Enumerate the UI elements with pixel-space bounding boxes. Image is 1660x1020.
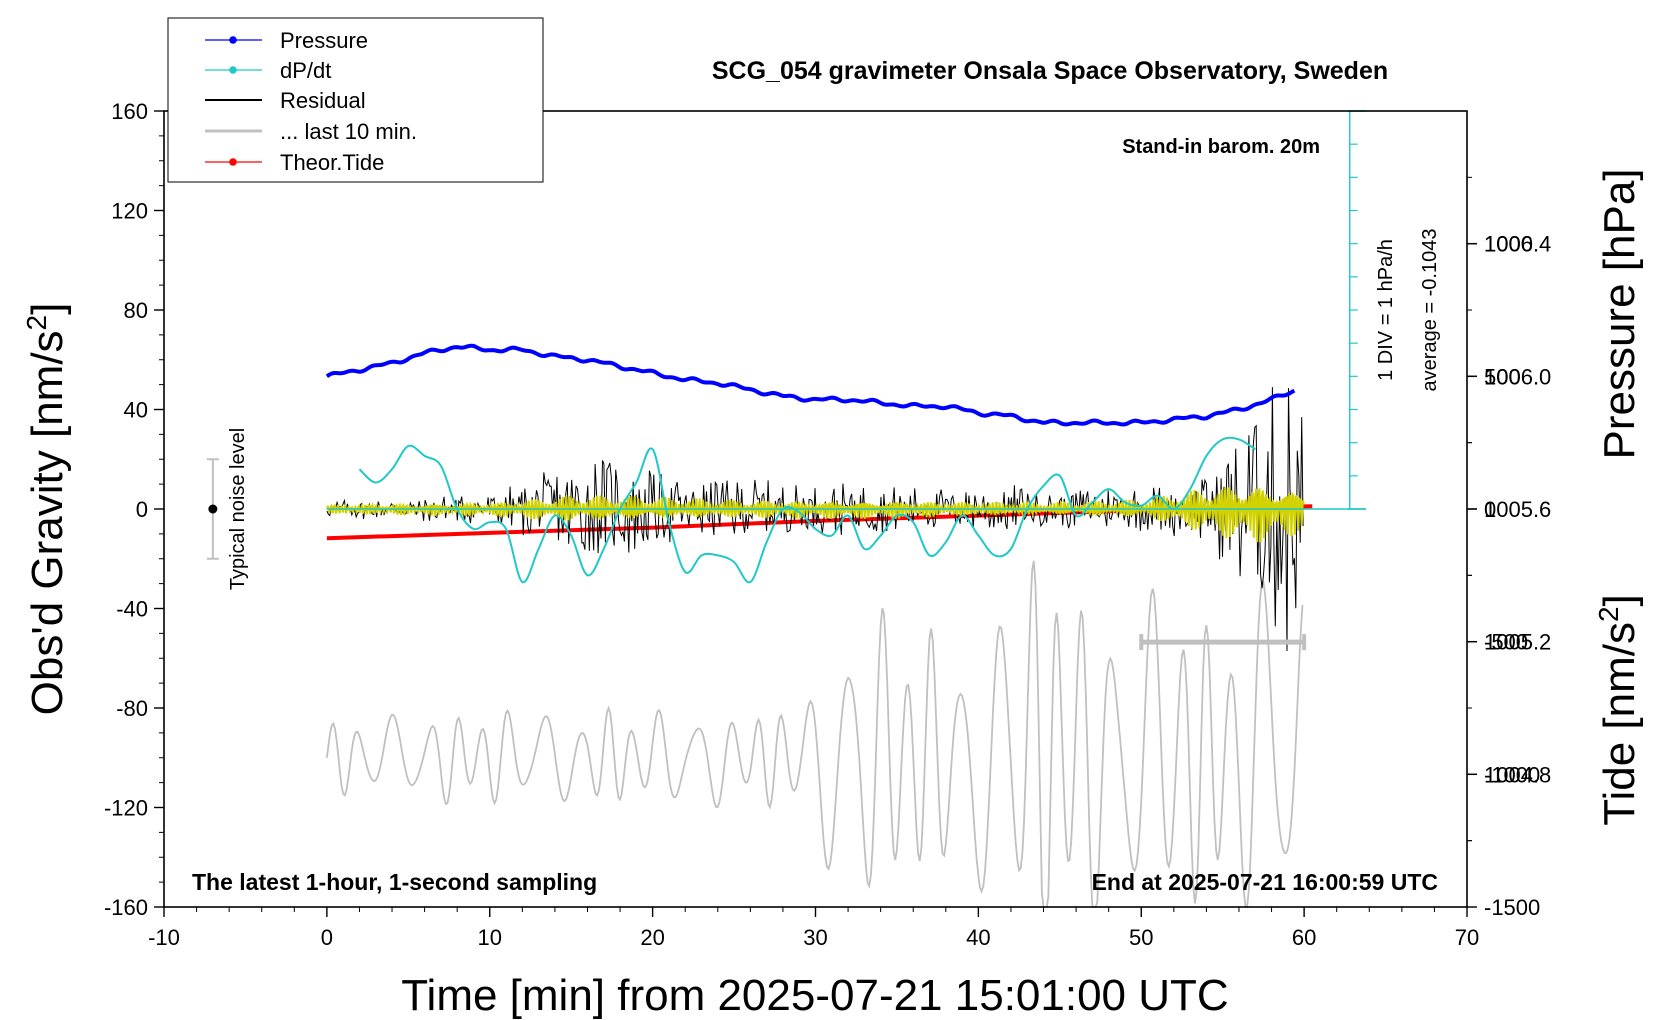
chart-title: SCG_054 gravimeter Onsala Space Observat… — [712, 57, 1388, 85]
y-axis-label-tide-sup: 2 — [1593, 606, 1624, 622]
average-note: average = -0.1043 — [1419, 229, 1441, 392]
y-tick-label-4: 0 — [136, 497, 148, 522]
tide-axis-ticks: 1000 500 0 -500 -1000 -1500 — [1467, 232, 1540, 920]
y-tick-label-2: 80 — [124, 298, 148, 323]
y-axis-label-gravity: Obs'd Gravity [nm/s2] — [21, 303, 72, 716]
x-tick-label-6: 50 — [1129, 925, 1153, 950]
zoomed-last-10-min-line — [326, 560, 1304, 908]
pressure-tick-label-3: 1005.2 — [1484, 630, 1551, 655]
x-tick-label-7: 60 — [1292, 925, 1316, 950]
tide-tick-label-1: 500 — [1484, 364, 1521, 389]
pressure-layer — [325, 343, 1296, 427]
legend-entry-last-10-min: ... last 10 min. — [205, 119, 417, 144]
end-time-note: End at 2025-07-21 16:00:59 UTC — [1092, 869, 1438, 895]
legend-entry-dpdt: dP/dt — [205, 58, 331, 83]
legend-marker-theor-tide — [229, 158, 237, 166]
x-tick-label-4: 30 — [803, 925, 827, 950]
barometer-note: Stand-in barom. 20m — [1122, 136, 1320, 158]
pressure-tick-label-0: 1006.4 — [1484, 232, 1551, 257]
tide-tick-label-4: -1000 — [1484, 762, 1540, 787]
x-tick-label-5: 40 — [966, 925, 990, 950]
pressure-axis-ticks: 1006.4 1006.0 1005.6 1005.2 1004.8 — [1467, 176, 1551, 842]
y-axis-label-tide: Tide [nm/s2] — [1593, 594, 1644, 826]
last-10-min-line — [325, 487, 1305, 543]
x-tick-label-3: 20 — [640, 925, 664, 950]
legend: Pressure dP/dt Residual ... last 10 min.… — [167, 17, 544, 183]
legend-label-theor-tide: Theor.Tide — [280, 150, 384, 175]
y-tick-label-1: 120 — [111, 199, 148, 224]
legend-marker-dpdt — [229, 66, 237, 74]
y-axis-label-pressure: Pressure [hPa] — [1595, 168, 1644, 459]
dpdt-layer — [358, 436, 1256, 584]
legend-entry-residual: Residual — [205, 88, 366, 113]
legend-entry-theor-tide: Theor.Tide — [205, 150, 384, 175]
y-axis-label-tide-end: ] — [1595, 594, 1644, 606]
tide-tick-label-0: 1000 — [1484, 232, 1533, 257]
x-axis-label: Time [min] from 2025-07-21 15:01:00 UTC — [401, 971, 1228, 1020]
legend-label-dpdt: dP/dt — [280, 58, 331, 83]
y-axis-label-gravity-end: ] — [23, 303, 72, 315]
y-tick-label-7: -120 — [104, 796, 148, 821]
y-axis-label-tide-main: Tide [nm/s — [1595, 622, 1644, 826]
x-tick-label-8: 70 — [1455, 925, 1479, 950]
residual-layer — [326, 387, 1304, 652]
pressure-tick-label-1: 1006.0 — [1484, 364, 1551, 389]
x-tick-label-0: -10 — [148, 925, 180, 950]
residual-line — [326, 387, 1304, 652]
tide-tick-label-2: 0 — [1484, 497, 1496, 522]
noise-bar-center — [208, 504, 218, 514]
dpdt-line — [358, 436, 1256, 584]
x-axis-ticks: -10 0 10 20 30 40 50 60 70 — [148, 907, 1479, 950]
zoomed-last-10-min-layer — [326, 560, 1304, 908]
y-tick-label-3: 40 — [124, 398, 148, 423]
tide-tick-label-3: -500 — [1484, 630, 1528, 655]
noise-level-note: Typical noise level — [227, 428, 249, 590]
y-axis-ticks: 160 120 80 40 0 -40 -80 -120 -160 — [104, 99, 164, 920]
pressure-tick-label-4: 1004.8 — [1484, 762, 1551, 787]
zoom-bracket — [1139, 634, 1307, 651]
dpdt-division-scale — [326, 110, 1367, 510]
pressure-tick-label-2: 1005.6 — [1484, 497, 1551, 522]
division-note: 1 DIV = 1 hPa/h — [1375, 239, 1397, 381]
y-axis-label-gravity-sup: 2 — [21, 315, 52, 331]
legend-entry-pressure: Pressure — [205, 28, 368, 53]
noise-level-bar — [206, 458, 219, 560]
sampling-note: The latest 1-hour, 1-second sampling — [192, 869, 597, 895]
legend-label-residual: Residual — [280, 88, 366, 113]
legend-label-last-10-min: ... last 10 min. — [280, 119, 417, 144]
last-10-min-layer — [325, 487, 1305, 543]
y-tick-label-5: -40 — [116, 597, 148, 622]
x-tick-label-1: 0 — [321, 925, 333, 950]
x-tick-label-2: 10 — [478, 925, 502, 950]
y-tick-label-8: -160 — [104, 895, 148, 920]
y-tick-label-6: -80 — [116, 696, 148, 721]
y-tick-label-0: 160 — [111, 99, 148, 124]
pressure-line — [325, 343, 1296, 427]
y-axis-label-gravity-main: Obs'd Gravity [nm/s — [23, 330, 72, 715]
legend-label-pressure: Pressure — [280, 28, 368, 53]
legend-marker-pressure — [229, 36, 237, 44]
tide-tick-label-5: -1500 — [1484, 895, 1540, 920]
